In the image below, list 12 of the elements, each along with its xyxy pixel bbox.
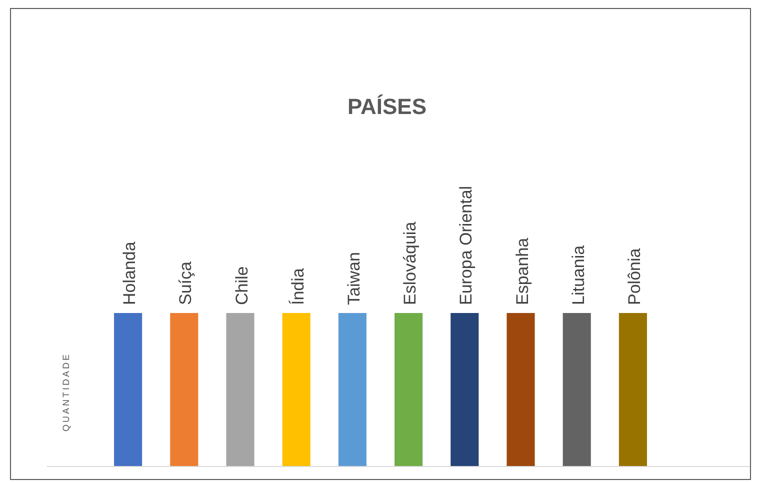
x-tick-label: Eslováquia <box>400 221 420 305</box>
x-tick-label: Taiwan <box>344 252 364 305</box>
x-tick-label: Polônia <box>624 248 644 305</box>
x-tick-label: Índia <box>288 268 308 305</box>
chart-title: PAÍSES <box>347 94 427 119</box>
x-tick-label: Chile <box>232 266 252 305</box>
x-tick-label: Suíça <box>176 260 196 305</box>
x-tick-label: Espanha <box>512 237 532 305</box>
x-tick-label: Lituania <box>568 244 588 305</box>
x-tick-label: Holanda <box>120 241 140 305</box>
x-tick-label: Europa Oriental <box>456 186 476 305</box>
y-axis-title: QUANTIDADE <box>61 352 71 432</box>
